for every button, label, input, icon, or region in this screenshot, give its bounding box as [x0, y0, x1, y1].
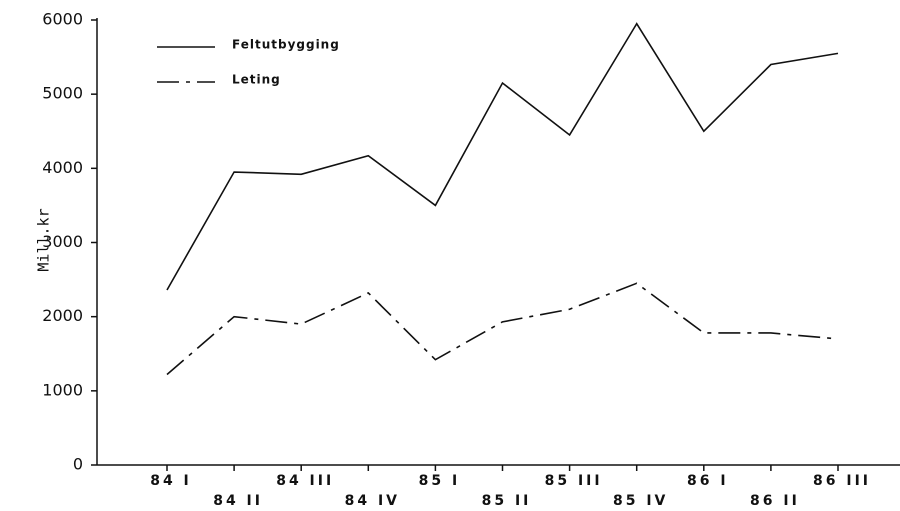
- x-tick-label: 84 III: [276, 473, 334, 489]
- y-axis-label: Mill.kr: [35, 208, 53, 271]
- x-tick-label: 86 II: [750, 493, 800, 509]
- x-tick-label: 84 I: [150, 473, 192, 489]
- y-tick-label: 3000: [42, 232, 83, 251]
- y-tick-label: 5000: [42, 84, 83, 103]
- series-line: [166, 282, 839, 376]
- legend-label: Feltutbygging: [232, 38, 340, 52]
- x-tick-label: 85 I: [419, 473, 461, 489]
- x-tick-label: 85 II: [482, 493, 532, 509]
- y-tick-label: 2000: [42, 306, 83, 325]
- x-tick-label: 85 III: [545, 473, 603, 489]
- y-tick-label: 4000: [42, 158, 83, 177]
- x-tick-label: 84 II: [213, 493, 263, 509]
- legend-label: Leting: [232, 73, 281, 87]
- series-line: [166, 22, 839, 291]
- y-tick-label: 6000: [42, 10, 83, 29]
- y-tick-label: 0: [73, 455, 83, 474]
- y-tick-label: 1000: [42, 380, 83, 399]
- x-tick-label: 85 IV: [613, 493, 668, 509]
- x-tick-label: 86 I: [687, 473, 729, 489]
- x-tick-label: 84 IV: [345, 493, 400, 509]
- x-tick-label: 86 III: [813, 473, 871, 489]
